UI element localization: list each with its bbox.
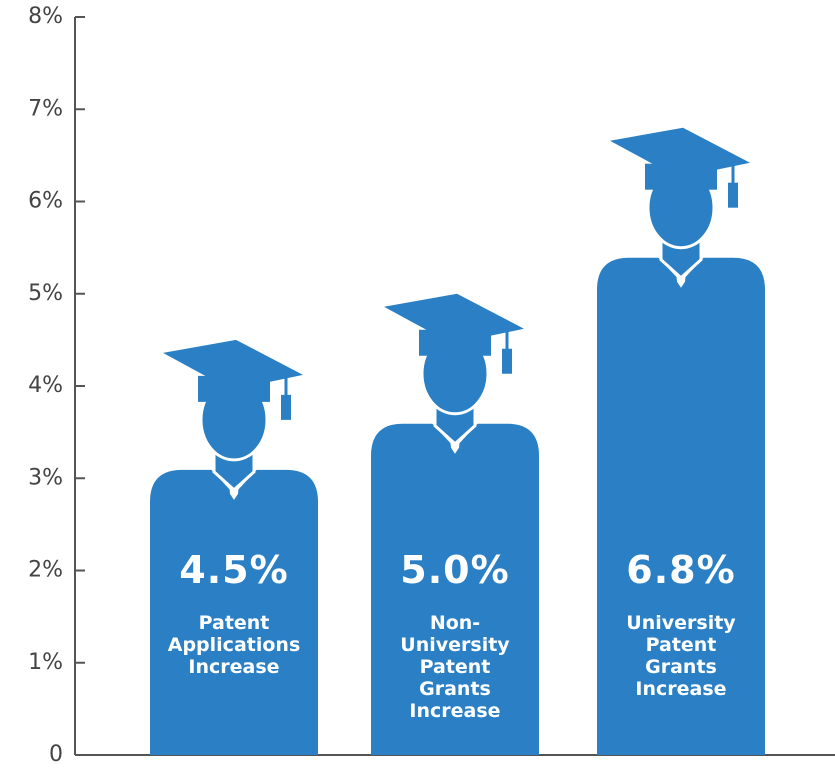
mortarboard bbox=[163, 339, 303, 390]
graduate-figure bbox=[597, 127, 765, 755]
bar bbox=[150, 469, 318, 755]
y-tick-label: 3% bbox=[28, 465, 63, 490]
mortarboard bbox=[610, 127, 750, 178]
graduate-figure bbox=[150, 339, 318, 755]
value-label: 6.8% bbox=[626, 548, 736, 592]
y-tick-label: 2% bbox=[28, 558, 63, 583]
y-tick-label: 1% bbox=[28, 650, 63, 675]
y-tick-label: 5% bbox=[28, 281, 63, 306]
y-tick-label: 7% bbox=[28, 96, 63, 121]
y-tick-label: 6% bbox=[28, 189, 63, 214]
mortarboard bbox=[384, 293, 524, 344]
y-tick-label: 4% bbox=[28, 373, 63, 398]
tassel bbox=[281, 394, 291, 420]
category-label: University Patent Grants Increase bbox=[626, 612, 736, 700]
category-label: Non- University Patent Grants Increase bbox=[400, 612, 510, 722]
graduate-figure bbox=[371, 293, 539, 755]
value-label: 4.5% bbox=[179, 548, 289, 592]
bar bbox=[597, 257, 765, 755]
tassel bbox=[502, 348, 512, 374]
y-tick-label: 0 bbox=[49, 742, 63, 767]
value-label: 5.0% bbox=[400, 548, 510, 592]
category-label: Patent Applications Increase bbox=[167, 612, 301, 678]
bar bbox=[371, 423, 539, 755]
tassel bbox=[728, 182, 738, 208]
y-tick-label: 8% bbox=[28, 4, 63, 29]
